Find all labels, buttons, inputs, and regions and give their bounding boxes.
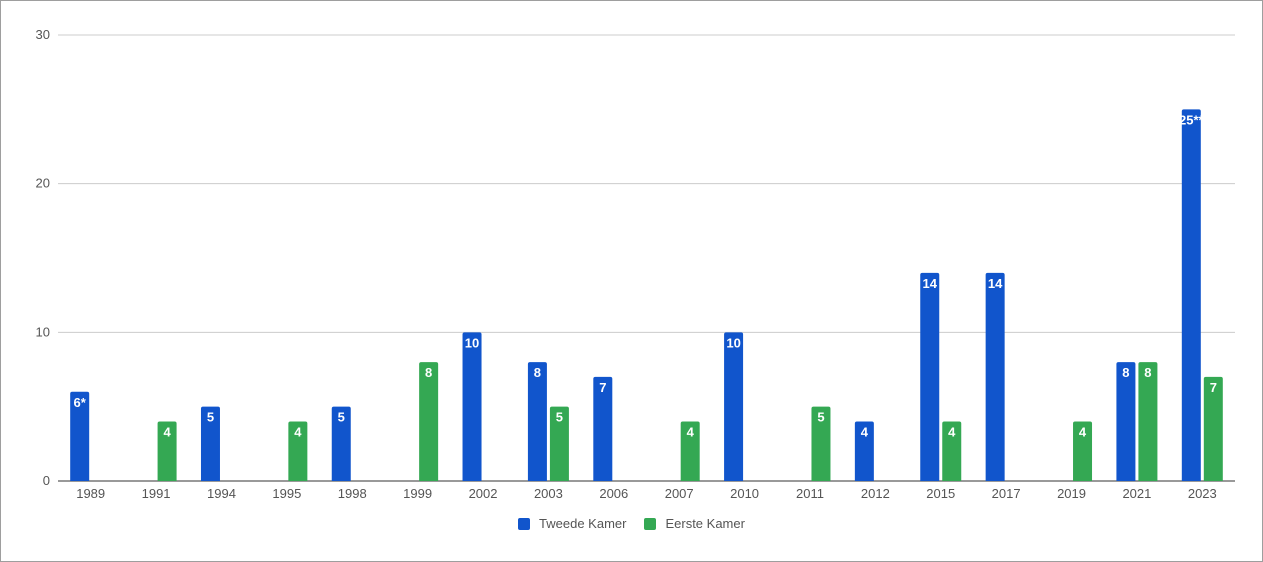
bar-tweede-kamer[interactable] (1116, 362, 1136, 481)
legend-label-eerste-kamer: Eerste Kamer (665, 516, 745, 531)
x-tick-label: 2011 (796, 486, 824, 501)
x-tick-label: 2019 (1057, 486, 1086, 501)
x-tick-label: 1994 (207, 486, 236, 501)
bar-eerste-kamer[interactable] (157, 421, 177, 481)
bar-tweede-kamer[interactable] (70, 391, 90, 481)
bar-eerste-kamer[interactable] (419, 362, 439, 481)
x-tick-label: 1999 (403, 486, 432, 501)
bar-eerste-kamer[interactable] (942, 421, 962, 481)
data-label-eerste-kamer: 5 (556, 410, 563, 425)
bar-eerste-kamer[interactable] (549, 406, 569, 481)
legend-label-tweede-kamer: Tweede Kamer (539, 516, 627, 531)
x-tick-label: 2021 (1122, 486, 1151, 501)
data-label-eerste-kamer: 8 (1144, 365, 1151, 380)
x-tick-label: 2023 (1188, 486, 1217, 501)
data-label-eerste-kamer: 5 (817, 410, 824, 425)
data-label-tweede-kamer: 8 (1122, 365, 1129, 380)
x-tick-label: 1989 (76, 486, 105, 501)
bar-eerste-kamer[interactable] (1203, 376, 1223, 481)
x-tick-label: 2012 (861, 486, 890, 501)
bar-tweede-kamer[interactable] (854, 421, 874, 481)
bar-tweede-kamer[interactable] (462, 332, 482, 481)
bar-tweede-kamer[interactable] (1181, 109, 1201, 481)
y-tick-label: 0 (43, 473, 50, 488)
data-label-tweede-kamer: 5 (207, 410, 214, 425)
x-tick-label: 1998 (338, 486, 367, 501)
x-tick-label: 2015 (926, 486, 955, 501)
data-label-tweede-kamer: 6* (74, 395, 87, 410)
x-tick-label: 2006 (599, 486, 628, 501)
data-label-tweede-kamer: 4 (861, 425, 869, 440)
data-label-tweede-kamer: 5 (338, 410, 345, 425)
bar-eerste-kamer[interactable] (680, 421, 700, 481)
x-tick-label: 1995 (272, 486, 301, 501)
x-axis: 1989 1991 1994 1995 1998 1999 2002 2003 2006 2007… (76, 486, 1217, 501)
data-label-eerste-kamer: 7 (1210, 380, 1217, 395)
bar-eerste-kamer[interactable] (811, 406, 831, 481)
bar-tweede-kamer[interactable] (724, 332, 744, 481)
bar-tweede-kamer[interactable] (985, 272, 1005, 481)
bar-tweede-kamer[interactable] (593, 376, 613, 481)
x-tick-label: 2017 (992, 486, 1021, 501)
data-label-tweede-kamer: 25** (1179, 112, 1205, 127)
data-label-tweede-kamer: 10 (465, 335, 479, 350)
y-axis: 0 10 20 30 (36, 27, 50, 488)
x-tick-label: 2010 (730, 486, 759, 501)
data-label-tweede-kamer: 14 (923, 276, 938, 291)
legend-item-tweede-kamer[interactable]: Tweede Kamer (518, 516, 626, 531)
x-tick-label: 1991 (142, 486, 171, 501)
data-label-eerste-kamer: 4 (948, 425, 956, 440)
y-tick-label: 30 (36, 27, 50, 42)
legend-swatch-tweede-kamer (518, 517, 531, 530)
gridlines (58, 34, 1235, 482)
bar-tweede-kamer[interactable] (527, 362, 547, 481)
y-tick-label: 20 (36, 176, 50, 191)
bar-eerste-kamer[interactable] (1073, 421, 1093, 481)
x-tick-label: 2007 (665, 486, 694, 501)
data-label-eerste-kamer: 4 (163, 425, 171, 440)
legend-swatch-eerste-kamer (644, 517, 657, 530)
data-label-tweede-kamer: 10 (726, 335, 740, 350)
y-tick-label: 10 (36, 324, 50, 339)
bar-tweede-kamer[interactable] (920, 272, 940, 481)
data-label-tweede-kamer: 8 (534, 365, 541, 380)
data-label-eerste-kamer: 4 (294, 425, 302, 440)
data-label-eerste-kamer: 4 (687, 425, 695, 440)
bar-eerste-kamer[interactable] (1138, 362, 1158, 481)
x-tick-label: 2003 (534, 486, 563, 501)
legend-item-eerste-kamer[interactable]: Eerste Kamer (644, 516, 745, 531)
x-tick-label: 2002 (469, 486, 498, 501)
bar-tweede-kamer[interactable] (200, 406, 220, 481)
data-label-eerste-kamer: 4 (1079, 425, 1087, 440)
data-label-tweede-kamer: 14 (988, 276, 1003, 291)
bar-tweede-kamer[interactable] (331, 406, 351, 481)
legend: Tweede Kamer Eerste Kamer (0, 516, 1263, 531)
data-label-eerste-kamer: 8 (425, 365, 432, 380)
data-label-tweede-kamer: 7 (599, 380, 606, 395)
bar-eerste-kamer[interactable] (288, 421, 308, 481)
